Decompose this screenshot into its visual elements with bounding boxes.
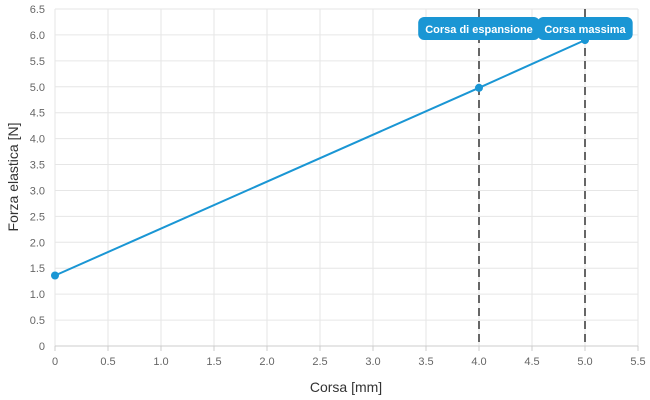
x-tick-label: 5.0 [577,356,592,368]
x-tick-label: 2.0 [259,356,274,368]
x-tick-label: 0.5 [100,356,115,368]
y-tick-label: 6.0 [30,30,45,42]
y-tick-label: 0 [39,341,45,353]
annotation-text: Corsa massima [544,24,626,36]
x-tick-label: 1.0 [153,356,168,368]
data-point [475,83,483,92]
y-tick-label: 1.5 [30,263,45,275]
annotations: Corsa di espansione Corsa massima [418,17,633,40]
y-tick-label: 5.0 [30,82,45,94]
annotation-box [537,17,633,40]
data-point [51,271,59,280]
y-tick-label: 1.0 [30,289,45,301]
y-tick-label: 3.5 [30,160,45,172]
x-axis-title: Corsa [mm] [310,379,382,395]
y-tick-label: 2.5 [30,211,45,223]
annotation-text: Corsa di espansione [425,24,533,36]
y-tick-label: 4.5 [30,108,45,120]
annotation-label: Corsa di espansione [418,17,540,40]
x-tick-label: 4.0 [471,356,486,368]
y-tick-label: 3.0 [30,185,45,197]
y-tick-label: 6.5 [30,4,45,16]
x-tick-label: 1.5 [206,356,221,368]
x-tick-label: 5.5 [630,356,645,368]
y-tick-label: 5.5 [30,56,45,68]
axes: 0 0.5 1.0 1.5 2.0 2.5 3.0 3.5 4.0 4.5 5.0 5.5 0 0.5 1.… [30,4,646,368]
x-tick-label: 2.5 [312,356,327,368]
annotation-label: Corsa massima [537,17,633,40]
x-tick-label: 0 [52,356,58,368]
y-axis-title: Forza elastica [N] [5,123,21,232]
y-tick-label: 4.0 [30,134,45,146]
y-tick-label: 0.5 [30,315,45,327]
y-tick-label: 2.0 [30,237,45,249]
x-tick-label: 3.0 [365,356,380,368]
x-tick-label: 4.5 [524,356,539,368]
grid [54,8,639,347]
reference-lines [478,9,586,346]
x-tick-label: 3.5 [418,356,433,368]
annotation-box [418,17,540,40]
